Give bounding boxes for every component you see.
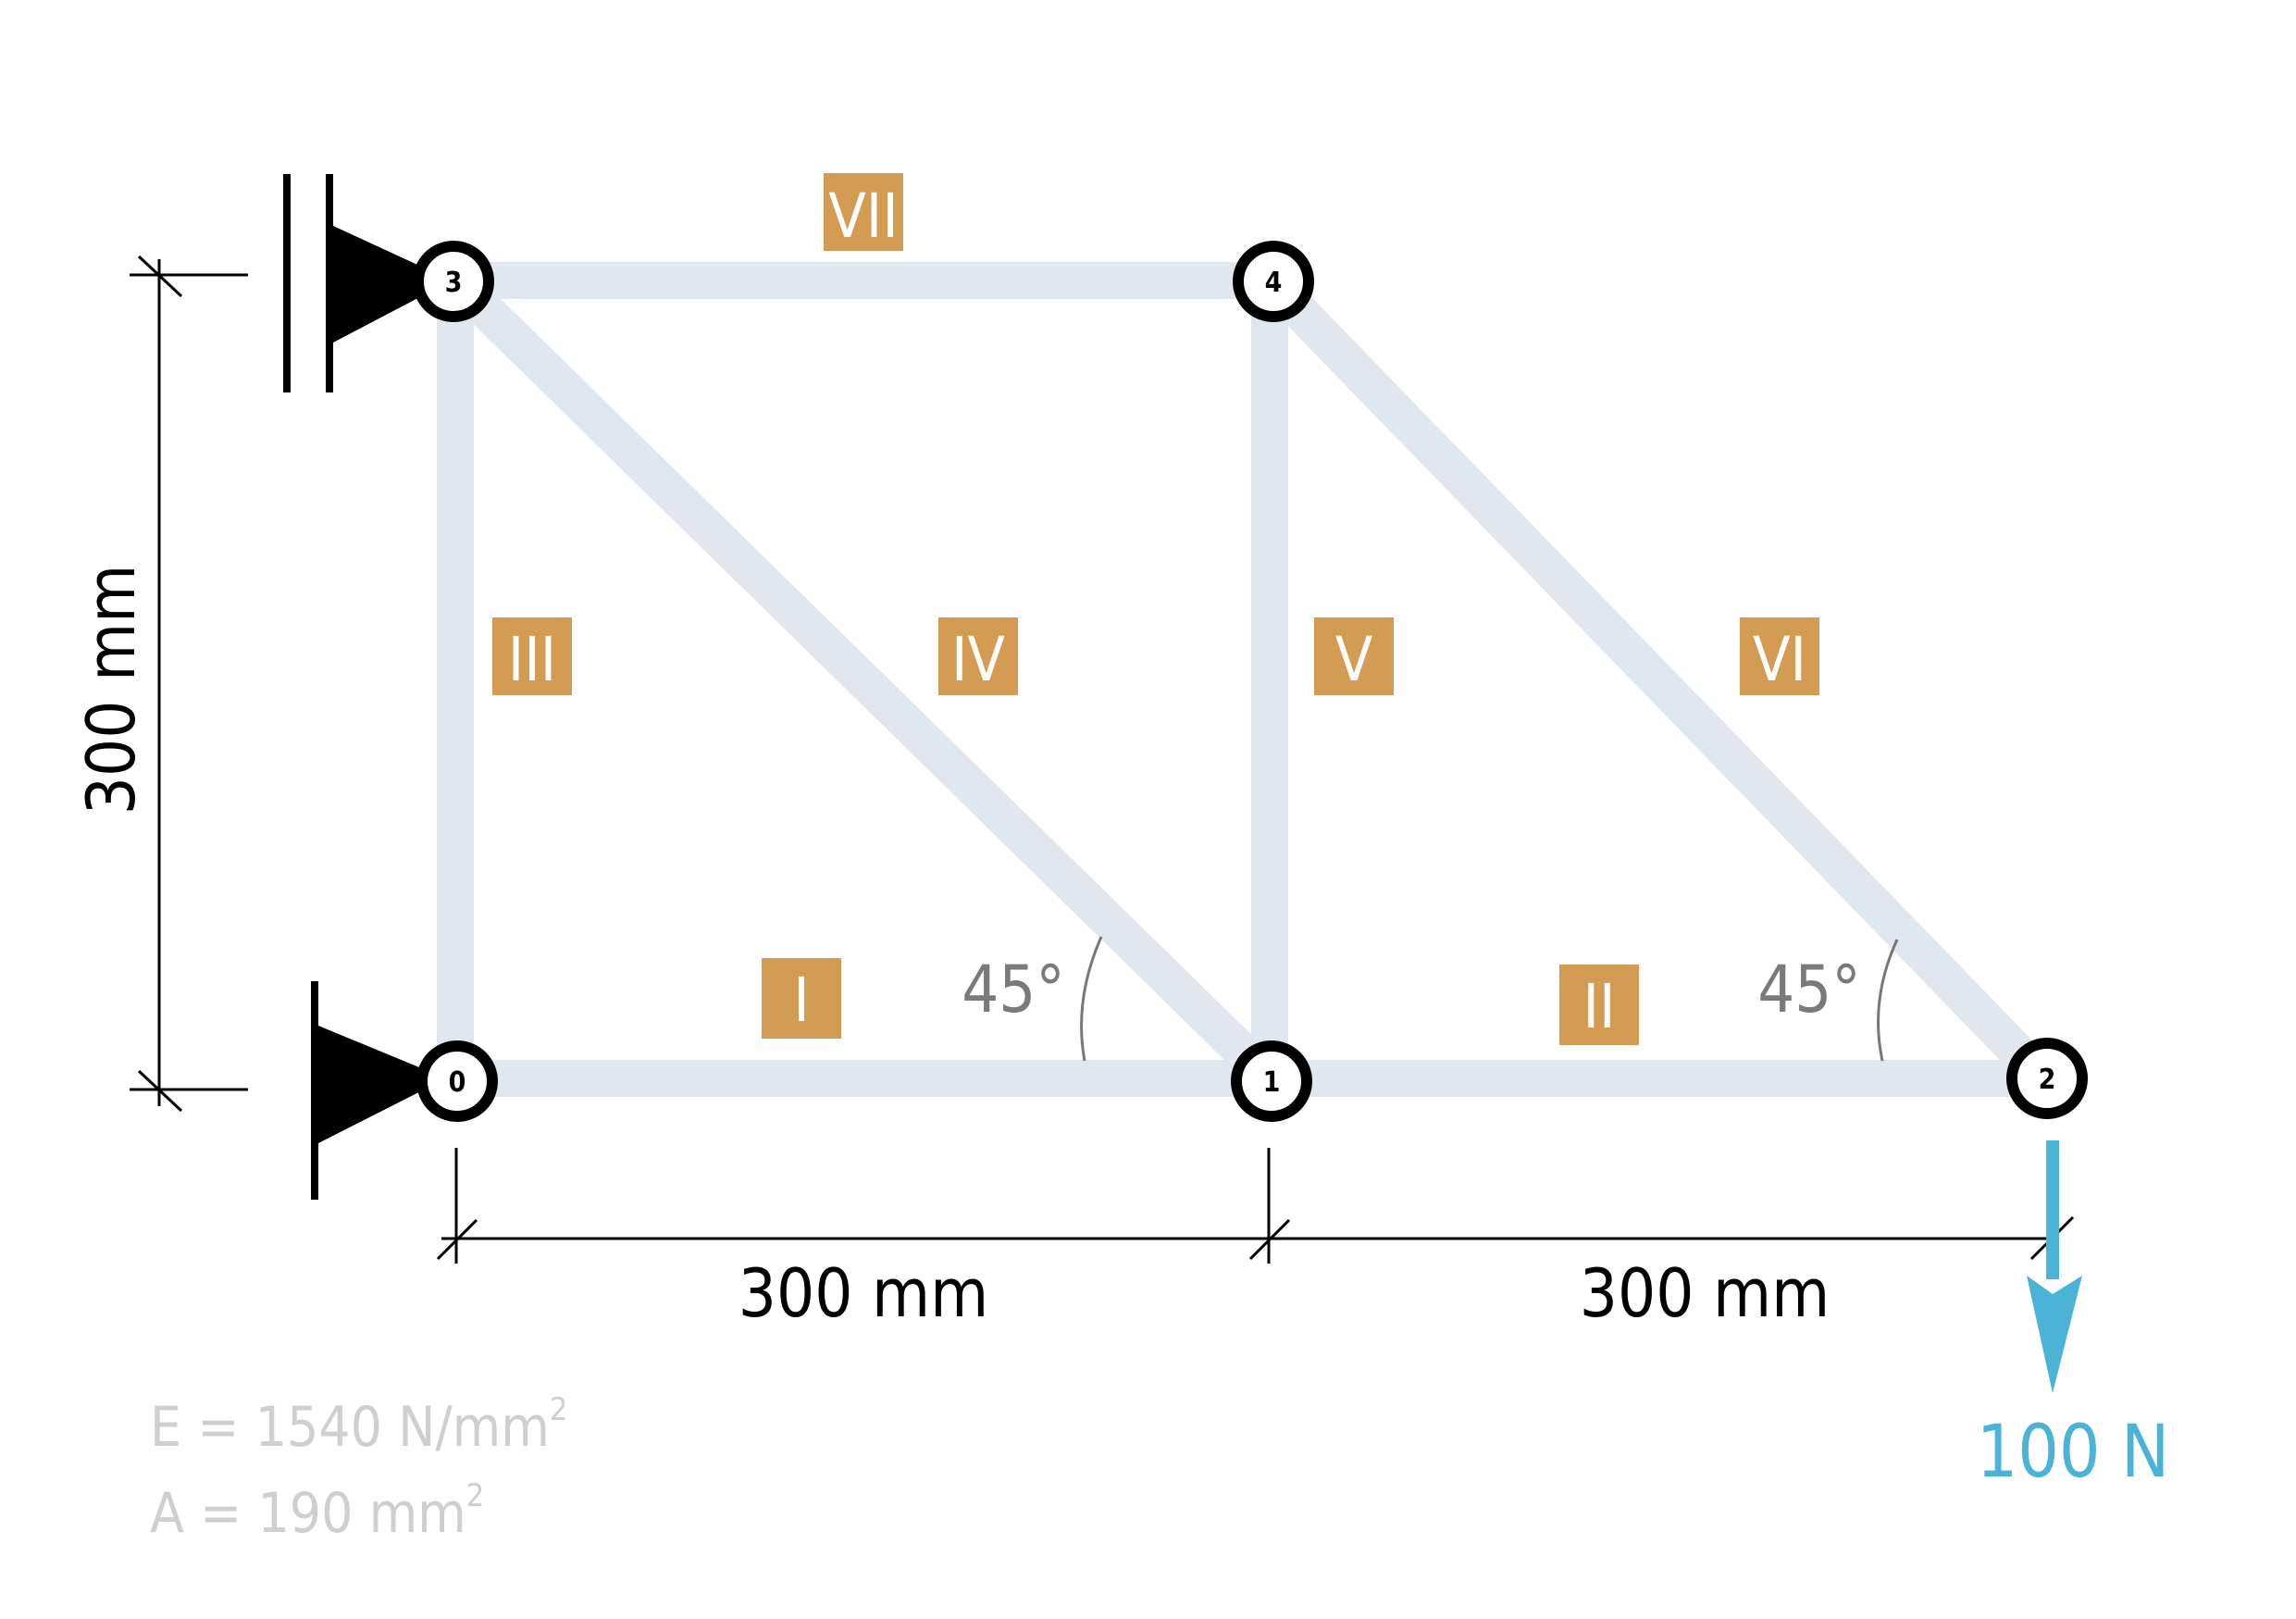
property-a-text: A = 190 mm (150, 1481, 466, 1546)
node-3: 3 (413, 241, 494, 322)
member-labels: VII III IV V VI I II (492, 173, 1819, 1045)
member-label-II-text: II (1583, 971, 1616, 1042)
property-e-superscript: 2 (550, 1391, 567, 1428)
node-2-label: 2 (2039, 1064, 2056, 1096)
node-1-label: 1 (1263, 1066, 1281, 1099)
member-label-VII: VII (824, 173, 903, 252)
member-IV (442, 267, 1283, 1092)
property-e: E = 1540 N/mm2 (150, 1391, 567, 1460)
supports (283, 174, 452, 1200)
property-a-superscript: 2 (466, 1477, 484, 1514)
load-force: 100 N (1977, 1140, 2170, 1494)
member-label-VI: VI (1740, 617, 1819, 695)
angle-label-left: 45° (962, 952, 1065, 1027)
member-label-III: III (492, 617, 572, 695)
member-label-I: I (762, 958, 841, 1039)
property-e-text: E = 1540 N/mm (150, 1395, 550, 1460)
dimension-horizontal-right-label: 300 mm (1580, 1254, 1830, 1332)
node-2: 2 (2006, 1038, 2088, 1119)
node-0-label: 0 (449, 1066, 466, 1099)
member-label-II: II (1559, 965, 1639, 1045)
member-label-IV: IV (938, 617, 1018, 695)
member-label-VI-text: VI (1753, 624, 1806, 695)
load-arrow-shaft (2046, 1140, 2059, 1279)
angle-arc-left (1080, 936, 1103, 1062)
angle-label-right: 45° (1757, 952, 1861, 1027)
dimension-horizontal: 300 mm 300 mm (436, 1148, 2075, 1332)
member-VI (1256, 268, 2057, 1091)
dimension-vertical: 300 mm (72, 255, 248, 1113)
pin-support-node-3 (283, 174, 452, 392)
member-label-VII-text: VII (828, 181, 899, 252)
angle-arc-right (1877, 939, 1899, 1062)
node-1: 1 (1231, 1040, 1312, 1122)
member-label-IV-text: IV (951, 624, 1005, 695)
angle-markers: 45° 45° (962, 936, 1899, 1062)
property-a: A = 190 mm2 (150, 1477, 484, 1546)
node-4-label: 4 (1265, 267, 1283, 299)
member-label-V: V (1314, 617, 1394, 695)
node-4: 4 (1233, 241, 1314, 322)
material-properties: E = 1540 N/mm2 A = 190 mm2 (150, 1391, 567, 1546)
node-3-label: 3 (445, 267, 463, 299)
dimension-vertical-label: 300 mm (72, 565, 150, 815)
member-label-V-text: V (1335, 624, 1373, 695)
truss-members (437, 262, 2057, 1097)
load-arrow-head (2027, 1276, 2082, 1393)
truss-nodes: 0 1 2 3 4 (413, 241, 2088, 1122)
dimension-horizontal-left-label: 300 mm (738, 1254, 988, 1332)
member-label-I-text: I (793, 965, 810, 1036)
load-label: 100 N (1977, 1411, 2170, 1494)
pin-support-node-0 (311, 981, 446, 1200)
member-label-III-text: III (508, 624, 557, 695)
node-0: 0 (416, 1040, 498, 1122)
